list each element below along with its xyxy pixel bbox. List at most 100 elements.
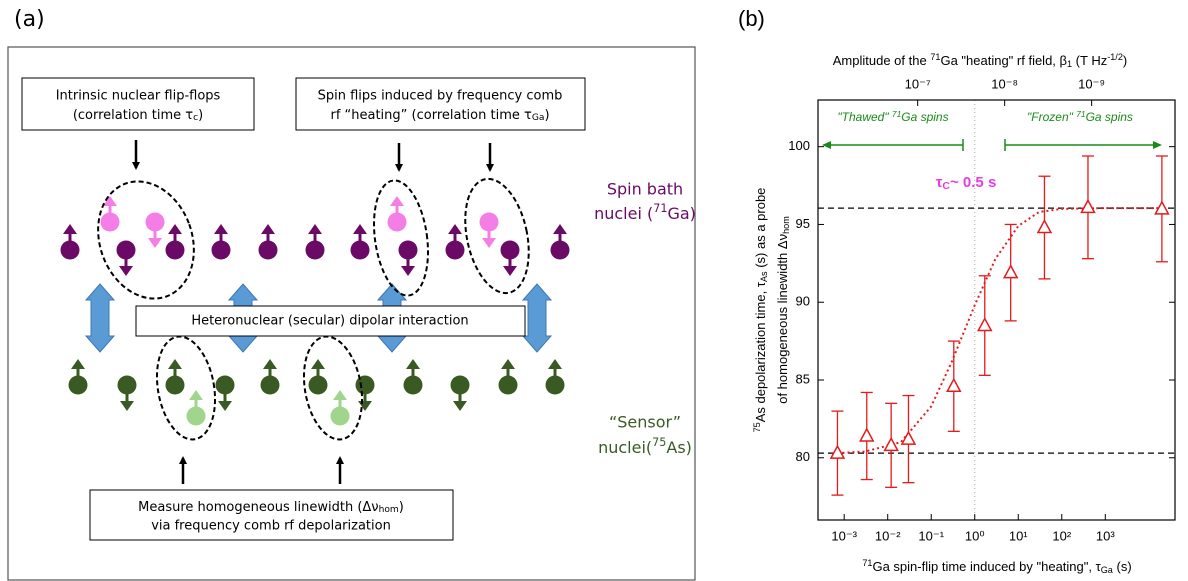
y-tick-label: 90: [796, 294, 810, 309]
text-part: (s): [1113, 559, 1132, 574]
interaction-arrow: [84, 283, 116, 353]
spin-arrow-head: [353, 224, 367, 234]
spin-arrow-head: [482, 238, 496, 248]
box-text: Measure homogeneous linewidth (Δνhom): [138, 500, 404, 516]
x-tick-label: 10³: [1096, 528, 1115, 543]
text-part: ): [1123, 53, 1127, 68]
row-label: “Sensor”: [609, 413, 681, 432]
text-part: ): [399, 500, 404, 515]
text-part: Ga spin-flip time induced by "heating", …: [872, 559, 1101, 574]
x-tick-label: 10⁻¹: [918, 528, 944, 543]
fit-curve: [837, 207, 1162, 455]
x-tick-label: 10⁻³: [831, 528, 857, 543]
data-point: [946, 377, 962, 392]
text-part: 71: [653, 202, 667, 215]
data-point: [977, 316, 993, 332]
text-part: ~ 0.5 s: [950, 174, 996, 191]
nucleus: [258, 240, 278, 260]
text-part: -1/2: [1107, 52, 1123, 62]
text-part: ): [198, 108, 203, 123]
nucleus: [550, 240, 570, 260]
nucleus: [116, 240, 136, 260]
y-axis-label: of homogeneous linewidth Δνhom: [775, 216, 791, 404]
nucleus: [403, 375, 423, 395]
text-part: rf “heating” (correlation time τ: [330, 108, 532, 123]
text-part: Ga spins: [1086, 110, 1133, 124]
box-text: via frequency comb rf depolarization: [151, 519, 391, 534]
box-text: Spin flips induced by frequency comb: [318, 89, 563, 104]
spin-arrow-head: [263, 359, 277, 369]
text-part: Ga "heating" rf field, β: [940, 53, 1067, 68]
nucleus: [68, 375, 88, 395]
nucleus: [100, 212, 120, 232]
spin-arrow-head: [218, 401, 232, 411]
text-part: As): [666, 438, 692, 457]
nucleus: [165, 375, 185, 395]
nucleus: [479, 212, 499, 232]
row-label: nuclei(75As): [598, 436, 692, 456]
nucleus: [445, 240, 465, 260]
group-ellipse: [302, 335, 364, 441]
text-part: 71: [930, 52, 940, 62]
nucleus: [186, 406, 206, 426]
x2-tick-label: 10⁻⁸: [991, 76, 1018, 91]
text-part: Ga: [1101, 565, 1114, 575]
spin-arrow-head: [390, 196, 404, 206]
y-axis-label: 75As depolarization time, τAs (s) as a p…: [752, 188, 769, 433]
group-ellipse: [97, 180, 195, 300]
data-point: [900, 430, 917, 445]
nucleus: [305, 240, 325, 260]
text-part: "Frozen": [1027, 110, 1076, 124]
spin-arrow-head: [63, 224, 77, 234]
y-tick-label: 85: [796, 371, 810, 386]
nucleus: [350, 240, 370, 260]
y-tick-label: 95: [796, 216, 810, 231]
text-part: 1: [1067, 59, 1072, 69]
data-point: [883, 436, 899, 452]
nucleus: [330, 406, 350, 426]
data-point: [1080, 198, 1096, 214]
panel-label: (b): [738, 6, 765, 31]
y-tick-label: 100: [788, 138, 810, 153]
text-part: hom: [781, 216, 791, 234]
spin-arrow-head: [261, 224, 275, 234]
nucleus: [398, 240, 418, 260]
data-point: [1002, 264, 1019, 279]
nucleus: [387, 212, 407, 232]
text-part: hom: [379, 505, 399, 515]
text-part: Ga spins: [901, 110, 948, 124]
spin-arrow-head: [148, 238, 162, 248]
text-part: Amplitude of the: [833, 53, 931, 68]
spin-arrow-head: [448, 224, 462, 234]
data-point: [829, 444, 846, 459]
panel-frame: [7, 46, 696, 581]
group-ellipse: [464, 177, 530, 295]
text-part: 71: [1076, 109, 1085, 119]
data-point: [859, 427, 875, 442]
spin-arrow-head: [501, 359, 515, 369]
plot-frame: [817, 99, 1176, 521]
annotation: τC~ 0.5 s: [936, 174, 997, 192]
spin-arrow-head: [548, 359, 562, 369]
text-part: nuclei(: [598, 438, 652, 457]
spin-arrow-head: [406, 359, 420, 369]
text-box: [21, 77, 255, 131]
panel-b: (b) 10⁻³ 10⁻² 10⁻¹ 10⁰ 10¹ 10² 10³ 10⁻⁷ 10⁻⁸ 10⁻⁹ 8…: [738, 6, 1176, 575]
nucleus: [260, 375, 280, 395]
spin-arrow-head: [453, 401, 467, 411]
text-part: 75: [652, 436, 666, 449]
text-box: [89, 489, 454, 541]
row-label: Spin bath: [607, 180, 683, 199]
data-point: [1154, 200, 1170, 215]
x2-tick-label: 10⁻⁹: [1078, 76, 1105, 91]
spin-arrow-head: [103, 196, 117, 206]
text-part: τ: [936, 174, 943, 191]
nucleus: [215, 375, 235, 395]
panel-label: (a): [14, 7, 45, 32]
box-text: rf “heating” (correlation time τGa): [330, 108, 549, 124]
nucleus: [500, 240, 520, 260]
nucleus: [145, 212, 165, 232]
text-part: Ga: [532, 113, 545, 123]
spin-arrow-head: [553, 224, 567, 234]
spin-arrow-head: [503, 266, 517, 276]
